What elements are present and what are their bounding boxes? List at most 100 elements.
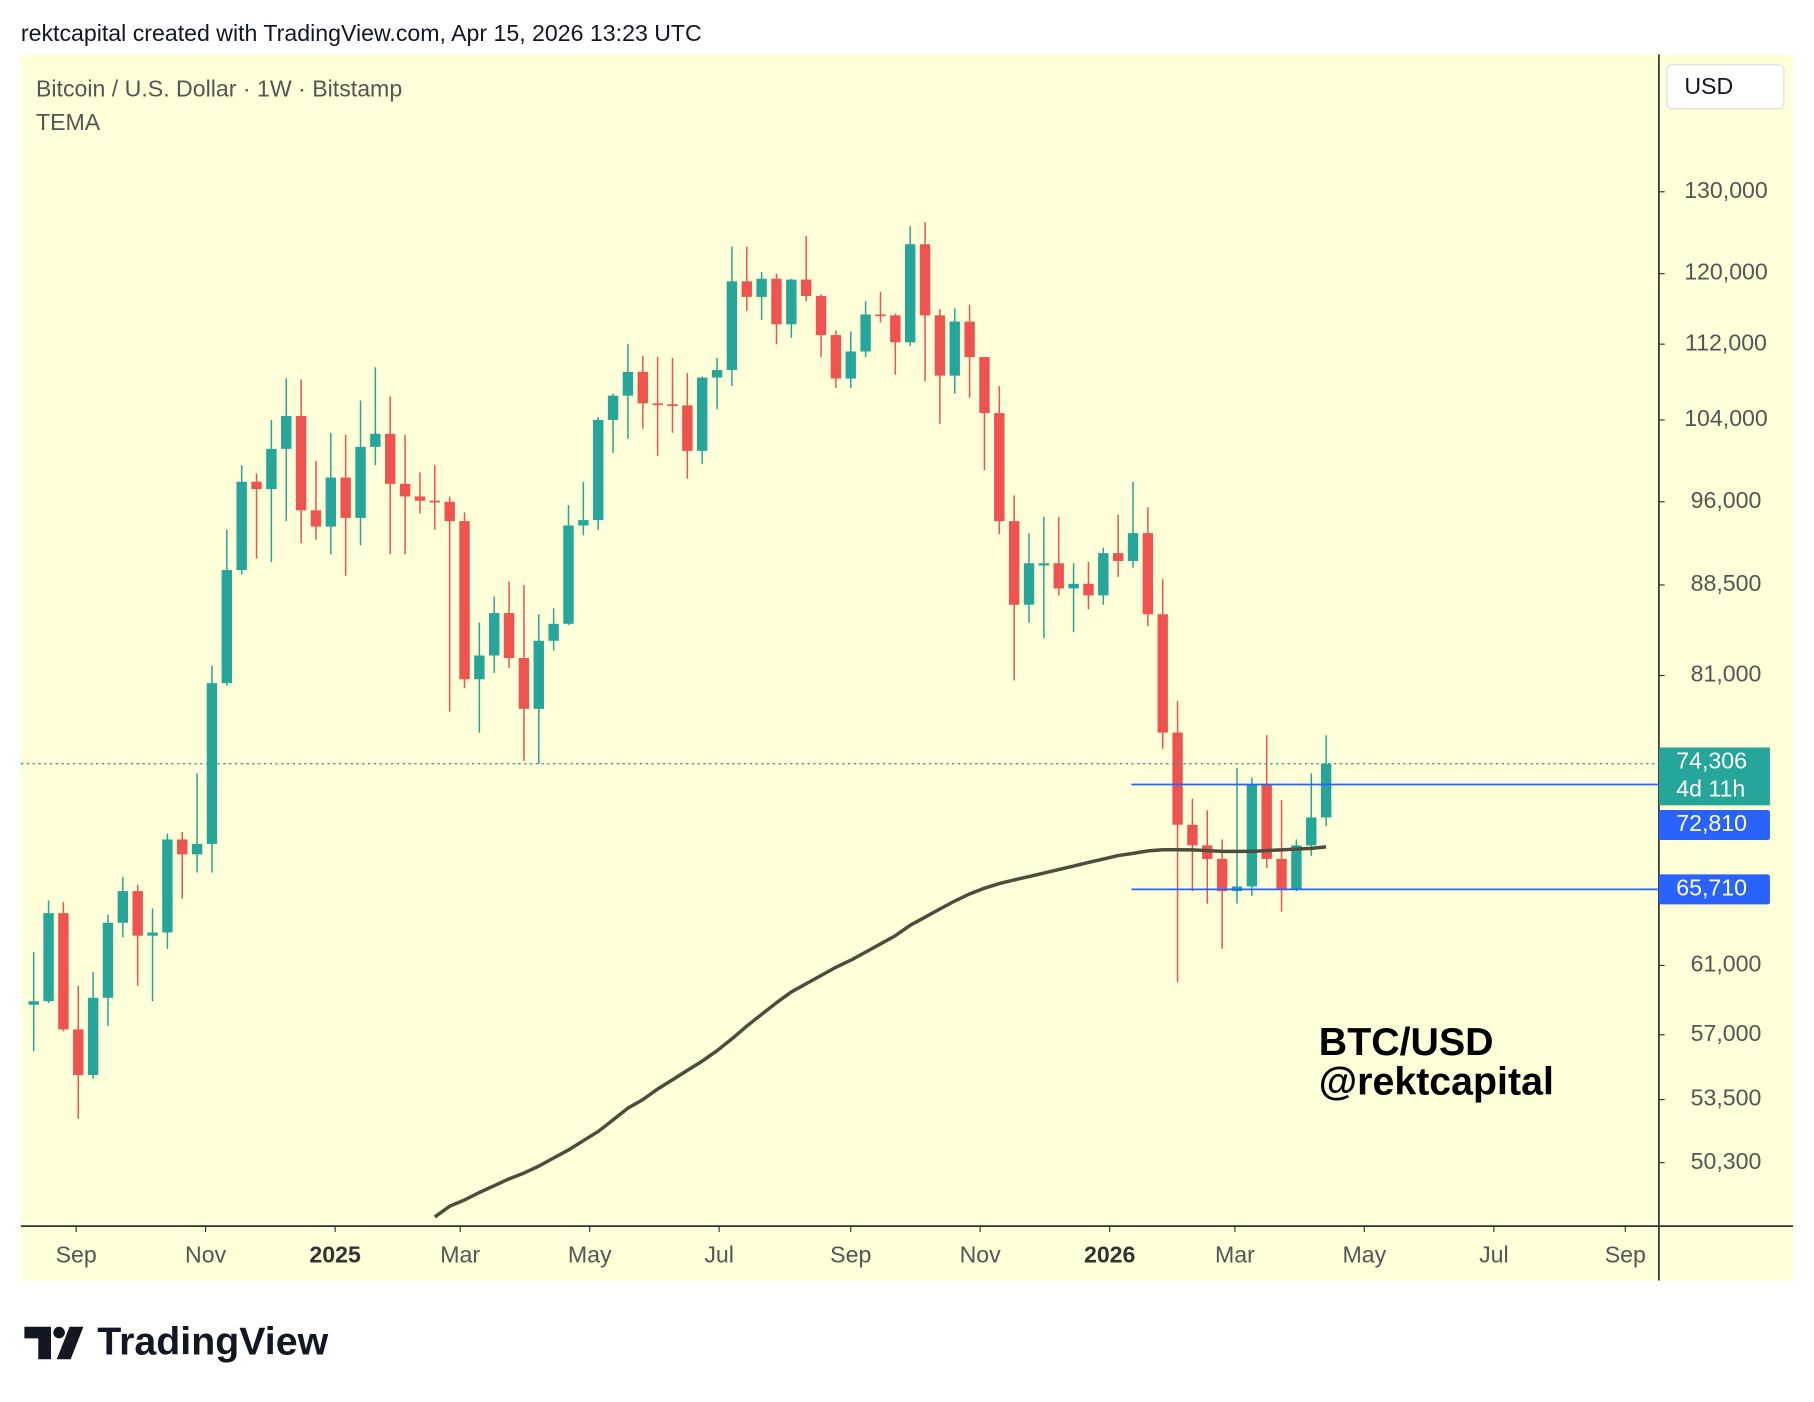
candle-body [251,481,262,490]
candle-body [637,371,648,404]
candle-body [593,419,604,521]
level-box [1658,874,1770,905]
candle-body [1172,732,1183,825]
x-tick-label: Mar [1215,1241,1255,1267]
level-label: 65,710 [1676,875,1747,901]
candle-body [58,913,69,1030]
candle-body [771,278,782,325]
y-tick-label: 96,000 [1691,487,1762,513]
x-tick-label: Nov [185,1241,227,1267]
candle-body [548,623,559,641]
x-tick-label: 2025 [309,1241,361,1267]
level-label: 72,810 [1676,810,1747,836]
candle-body [191,843,203,855]
x-tick-label: Sep [830,1241,871,1267]
candle-body [1127,533,1139,561]
candle-body [994,413,1005,522]
candle-body [355,446,366,518]
candle-body [830,335,842,379]
candle-body [726,281,738,371]
candle-body [43,913,54,1002]
candle-body [236,481,247,571]
logo-icon [53,1326,65,1339]
last-price-box [1658,747,1770,806]
level-box [1658,809,1770,841]
candle-body [890,315,901,343]
candle-body [281,416,292,449]
header: rektcapital created with TradingView.com… [21,20,702,46]
y-tick-label: 81,000 [1691,661,1762,687]
y-tick-label: 50,300 [1691,1148,1762,1174]
candle-body [563,525,574,624]
candle-body [741,281,752,297]
candle-body [340,477,351,518]
currency[interactable]: USD [1684,73,1733,99]
x-tick-label: Sep [1605,1241,1646,1267]
candle-body [964,321,975,358]
x-tick-label: Mar [440,1241,480,1267]
candle-body [414,496,426,501]
candle-body [117,891,129,923]
candle-body [1038,563,1050,566]
candle-body [800,279,812,297]
candle-body [385,433,396,484]
candle-body [1112,553,1124,561]
candle-body [622,371,634,396]
candle-body [28,1001,39,1005]
candle-body [652,403,663,406]
candle-body [132,891,143,936]
candle-body [295,416,307,511]
candle-body [310,510,322,527]
x-tick-label: 2026 [1084,1241,1136,1267]
candle-body [444,501,455,522]
candle-body [756,278,767,297]
last-price-label: 74,306 [1676,748,1747,774]
candle-body [1291,845,1302,890]
candle-body [949,321,960,376]
candle-body [845,351,856,379]
y-tick-label: 61,000 [1691,951,1762,977]
plot [20,222,1659,1219]
candle-body [979,357,990,414]
candle-body [429,500,440,503]
candle-body [786,279,797,325]
candle-body [1008,521,1020,605]
candle-body [1187,824,1198,846]
y-tick-label: 130,000 [1684,177,1768,203]
candle-body [904,244,916,343]
brand-logo [24,1326,84,1360]
indicator-legend: TEMA [36,109,101,135]
candle-body [503,613,515,658]
candle-body [1053,563,1064,589]
annotation: @rektcapital [1319,1059,1554,1103]
candle-body [177,839,188,855]
y-tick-label: 120,000 [1684,259,1768,285]
candle-body [87,997,99,1076]
x-tick-label: May [1342,1241,1386,1267]
candle-body [102,922,114,998]
candle-body [934,315,946,376]
y-tick-label: 112,000 [1685,329,1767,355]
candle-body [221,570,233,684]
x-tick-label: Sep [56,1241,97,1267]
logo-icon [24,1326,51,1360]
candle-body [711,370,723,378]
candle-body [696,377,708,451]
currency-box[interactable] [1666,64,1785,110]
candle-body [682,405,693,451]
x-tick-label: Jul [1479,1241,1509,1267]
candle-body [1216,858,1228,892]
candle-body [1068,583,1079,589]
y-tick-label: 88,500 [1691,570,1762,596]
candle-body [489,613,500,656]
countdown: 4d 11h [1676,775,1745,801]
candle-body [1320,763,1332,818]
candle-body [370,433,381,447]
candle-body [667,404,678,407]
x-tick-label: Jul [704,1241,734,1267]
candle-body [919,244,931,316]
candle-body [325,477,337,527]
candle-body [1023,563,1035,605]
candle-body [1306,817,1317,846]
candle-body [533,640,544,709]
